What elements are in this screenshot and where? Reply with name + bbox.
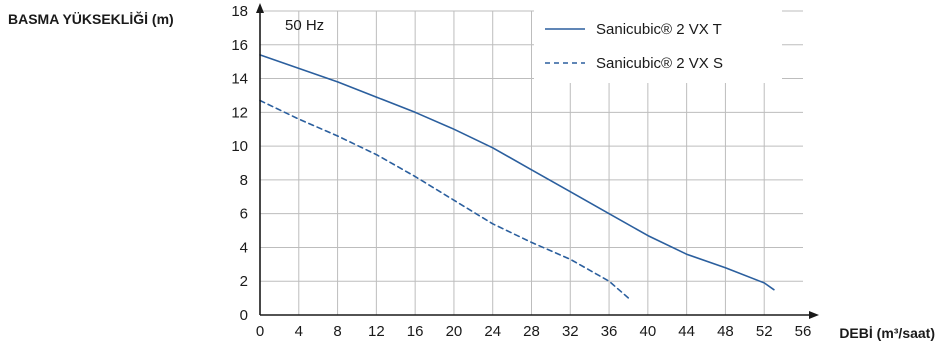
x-tick-label: 56 [795,323,812,340]
x-tick-label: 8 [333,323,341,340]
y-tick-label: 4 [240,239,248,256]
frequency-annotation: 50 Hz [285,17,324,34]
y-tick-label: 6 [240,206,248,223]
x-axis-arrow [809,311,819,319]
x-tick-label: 52 [756,323,773,340]
x-tick-label: 20 [446,323,463,340]
y-tick-label: 0 [240,307,248,324]
legend-background [534,9,782,83]
legend: Sanicubic® 2 VX T Sanicubic® 2 VX S [534,9,782,83]
axes [256,3,819,319]
x-tick-label: 32 [562,323,579,340]
x-tick-label: 0 [256,323,264,340]
legend-label-vx-t: Sanicubic® 2 VX T [596,21,722,38]
y-tick-label: 14 [231,71,248,88]
y-tick-label: 12 [231,104,248,121]
series-line-vx-t [259,54,775,291]
x-tick-label: 48 [717,323,734,340]
x-tick-label: 40 [640,323,657,340]
series-layer [259,54,775,299]
x-tick-label: 44 [678,323,695,340]
x-tick-label: 16 [407,323,424,340]
x-tick-label: 4 [295,323,303,340]
x-tick-label: 24 [484,323,501,340]
y-tick-label: 8 [240,172,248,189]
x-tick-label: 36 [601,323,618,340]
y-tick-label: 2 [240,273,248,290]
y-tick-label: 10 [231,138,248,155]
y-axis-title: BASMA YÜKSEKLİĞİ (m) [8,10,174,27]
y-tick-label: 16 [231,37,248,54]
x-tick-label: 12 [368,323,385,340]
x-tick-label: 28 [523,323,540,340]
y-axis-arrow [256,3,264,13]
y-tick-label: 18 [231,3,248,20]
tick-labels: 0 4 8 12 16 20 24 28 32 36 40 44 48 52 560246810121416… [231,3,811,340]
legend-label-vx-s: Sanicubic® 2 VX S [596,55,723,72]
series-line-vx-s [259,99,630,299]
x-axis-title: DEBİ (m³/saat) [839,325,935,341]
